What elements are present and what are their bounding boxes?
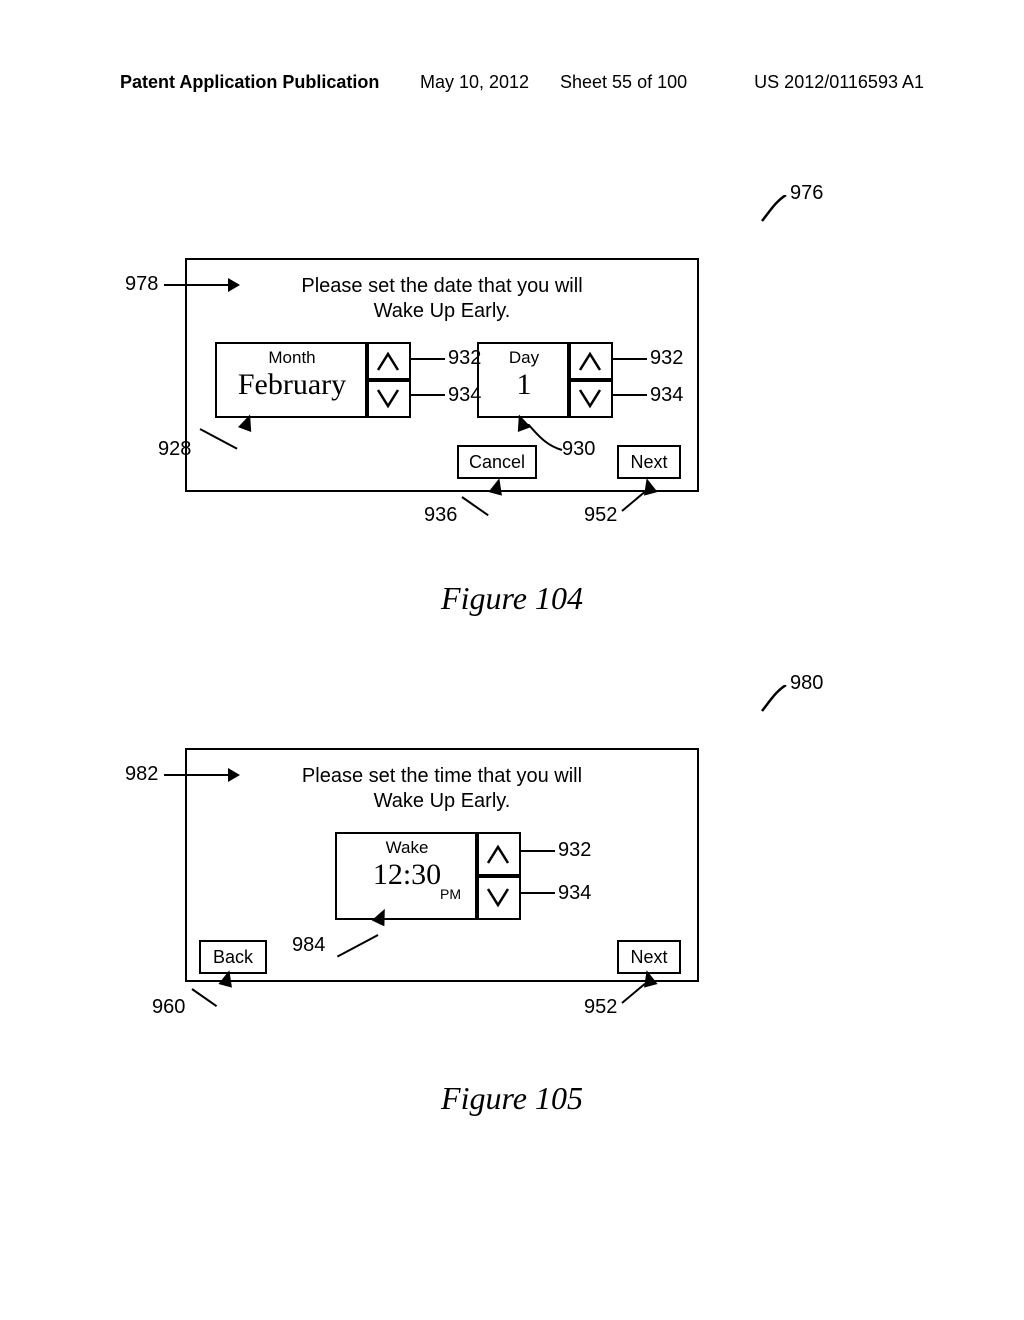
arrowhead-icon (228, 278, 242, 292)
lead-line (461, 496, 488, 516)
ref-936: 936 (424, 504, 457, 527)
header-date: May 10, 2012 (420, 72, 529, 93)
next-label: Next (630, 947, 667, 968)
arrowhead-icon (372, 908, 390, 926)
ref-930: 930 (562, 438, 595, 461)
hook-icon (760, 195, 790, 223)
ref-952b: 952 (584, 996, 617, 1019)
chevron-down-icon (478, 883, 518, 911)
arrowhead-icon (218, 970, 236, 988)
fig104-caption: Figure 104 (0, 580, 1024, 617)
ref-928: 928 (158, 438, 191, 461)
cancel-label: Cancel (469, 452, 525, 473)
wake-label: Wake (337, 838, 477, 858)
month-label: Month (217, 348, 367, 368)
lead-line (611, 394, 647, 396)
day-up-button[interactable] (567, 342, 613, 382)
fig104-panel: Please set the date that you will Wake U… (185, 258, 699, 492)
chevron-down-icon (368, 384, 408, 412)
month-down-button[interactable] (365, 378, 411, 418)
chevron-up-icon (478, 841, 518, 869)
lead-line (519, 850, 555, 852)
hook-icon (760, 685, 790, 713)
day-spinner: Day 1 (477, 342, 571, 418)
prompt-line1: Please set the date that you will (301, 275, 582, 297)
next-label: Next (630, 452, 667, 473)
fig104-prompt: Please set the date that you will Wake U… (187, 274, 697, 324)
ref-976: 976 (790, 182, 823, 205)
day-label: Day (479, 348, 569, 368)
page: Patent Application Publication May 10, 2… (0, 0, 1024, 1320)
lead-line (621, 491, 645, 512)
arrowhead-icon (238, 414, 256, 432)
lead-line (519, 892, 555, 894)
header-publication: Patent Application Publication (120, 72, 379, 93)
ref-960: 960 (152, 996, 185, 1019)
header-sheet: Sheet 55 of 100 (560, 72, 687, 93)
fig105-panel: Please set the time that you will Wake U… (185, 748, 699, 982)
arrowhead-icon (488, 478, 506, 496)
chevron-up-icon (570, 348, 610, 376)
chevron-up-icon (368, 348, 408, 376)
cancel-button[interactable]: Cancel (457, 445, 537, 479)
chevron-down-icon (570, 384, 610, 412)
ref-932c: 932 (558, 839, 591, 862)
next-button[interactable]: Next (617, 940, 681, 974)
ref-934c: 934 (558, 882, 591, 905)
ref-932a: 932 (448, 347, 481, 370)
fig105-caption: Figure 105 (0, 1080, 1024, 1117)
day-value: 1 (479, 368, 569, 402)
lead-line (164, 284, 232, 286)
ref-978: 978 (125, 273, 158, 296)
ref-934a: 934 (448, 384, 481, 407)
wake-down-button[interactable] (475, 874, 521, 920)
next-button[interactable]: Next (617, 445, 681, 479)
ref-980: 980 (790, 672, 823, 695)
prompt-line1: Please set the time that you will (302, 765, 582, 787)
month-spinner: Month February (215, 342, 369, 418)
month-value: February (217, 368, 367, 402)
back-label: Back (213, 947, 253, 968)
day-down-button[interactable] (567, 378, 613, 418)
wake-spinner: Wake 12:30 PM (335, 832, 479, 920)
fig105-prompt: Please set the time that you will Wake U… (187, 764, 697, 814)
wake-up-button[interactable] (475, 832, 521, 878)
lead-line (164, 774, 232, 776)
back-button[interactable]: Back (199, 940, 267, 974)
lead-line (409, 394, 445, 396)
ref-984: 984 (292, 934, 325, 957)
month-up-button[interactable] (365, 342, 411, 382)
prompt-line2: Wake Up Early. (374, 790, 511, 812)
ref-952a: 952 (584, 504, 617, 527)
lead-line (409, 358, 445, 360)
prompt-line2: Wake Up Early. (374, 300, 511, 322)
lead-line (611, 358, 647, 360)
arrowhead-icon (228, 768, 242, 782)
ref-934b: 934 (650, 384, 683, 407)
ref-932b: 932 (650, 347, 683, 370)
lead-line (191, 988, 217, 1007)
lead-line (621, 983, 645, 1004)
ref-982: 982 (125, 763, 158, 786)
header-pubno: US 2012/0116593 A1 (754, 72, 924, 93)
